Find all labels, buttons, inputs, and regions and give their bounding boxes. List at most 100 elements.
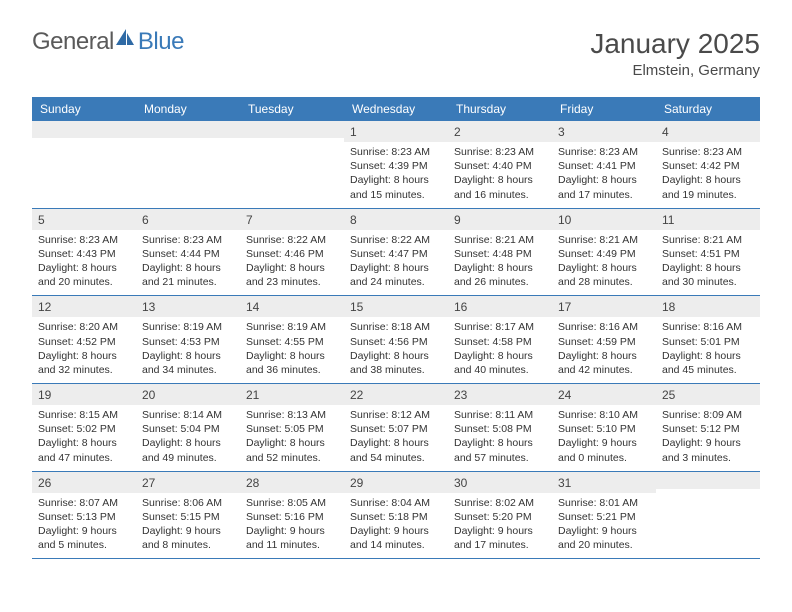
daylight-text: Daylight: 8 hours and 21 minutes. [142,261,234,289]
daylight-text: Daylight: 8 hours and 17 minutes. [558,173,650,201]
daylight-text: Daylight: 8 hours and 49 minutes. [142,436,234,464]
day-info: Sunrise: 8:16 AMSunset: 4:59 PMDaylight:… [558,320,650,377]
day-cell: 30Sunrise: 8:02 AMSunset: 5:20 PMDayligh… [448,472,552,559]
logo-word2: Blue [138,28,184,56]
day-cell: 31Sunrise: 8:01 AMSunset: 5:21 PMDayligh… [552,472,656,559]
day-number: 16 [454,300,467,314]
sunrise-text: Sunrise: 8:16 AM [662,320,754,334]
sunrise-text: Sunrise: 8:09 AM [662,408,754,422]
sunset-text: Sunset: 5:01 PM [662,335,754,349]
daylight-text: Daylight: 9 hours and 3 minutes. [662,436,754,464]
sunset-text: Sunset: 5:20 PM [454,510,546,524]
daylight-text: Daylight: 8 hours and 16 minutes. [454,173,546,201]
calendar-week: 26 Sunrise: 8:07 AMSunset: 5:13 PMDayligh… [32,472,760,560]
sunset-text: Sunset: 5:18 PM [350,510,442,524]
sunset-text: Sunset: 4:42 PM [662,159,754,173]
day-cell: 6Sunrise: 8:23 AMSunset: 4:44 PMDaylight… [136,209,240,296]
sunrise-text: Sunrise: 8:23 AM [558,145,650,159]
calendar-week: 5Sunrise: 8:23 AMSunset: 4:43 PMDaylight… [32,209,760,297]
sunrise-text: Sunrise: 8:21 AM [454,233,546,247]
day-info: Sunrise: 8:16 AMSunset: 5:01 PMDaylight:… [662,320,754,377]
sunrise-text: Sunrise: 8:10 AM [558,408,650,422]
sunrise-text: Sunrise: 8:23 AM [142,233,234,247]
logo: General Blue [32,28,184,56]
daylight-text: Daylight: 9 hours and 5 minutes. [38,524,130,552]
day-cell [656,472,760,559]
daylight-text: Daylight: 8 hours and 19 minutes. [662,173,754,201]
day-number: 26 [38,476,51,490]
sunset-text: Sunset: 5:16 PM [246,510,338,524]
daylight-text: Daylight: 8 hours and 57 minutes. [454,436,546,464]
day-info: Sunrise: 8:21 AMSunset: 4:48 PMDaylight:… [454,233,546,290]
sunset-text: Sunset: 4:59 PM [558,335,650,349]
day-cell: 21Sunrise: 8:13 AMSunset: 5:05 PMDayligh… [240,384,344,471]
sunset-text: Sunset: 4:52 PM [38,335,130,349]
daylight-text: Daylight: 8 hours and 36 minutes. [246,349,338,377]
sunrise-text: Sunrise: 8:23 AM [662,145,754,159]
day-info: Sunrise: 8:23 AMSunset: 4:41 PMDaylight:… [558,145,650,202]
day-number: 14 [246,300,259,314]
day-info: Sunrise: 8:22 AMSunset: 4:47 PMDaylight:… [350,233,442,290]
daylight-text: Daylight: 9 hours and 11 minutes. [246,524,338,552]
sunrise-text: Sunrise: 8:19 AM [246,320,338,334]
sunset-text: Sunset: 4:49 PM [558,247,650,261]
day-cell: 15Sunrise: 8:18 AMSunset: 4:56 PMDayligh… [344,296,448,383]
day-info: Sunrise: 8:15 AMSunset: 5:02 PMDaylight:… [38,408,130,465]
sunrise-text: Sunrise: 8:12 AM [350,408,442,422]
day-cell: 3Sunrise: 8:23 AMSunset: 4:41 PMDaylight… [552,121,656,208]
day-cell: 29 Sunrise: 8:04 AMSunset: 5:18 PMDayligh… [344,472,448,559]
title-block: January 2025 Elmstein, Germany [590,28,760,79]
calendar-grid: SundayMondayTuesdayWednesdayThursdayFrid… [32,97,760,559]
day-number: 8 [350,213,357,227]
daylight-text: Daylight: 8 hours and 47 minutes. [38,436,130,464]
weekday-header-row: SundayMondayTuesdayWednesdayThursdayFrid… [32,97,760,121]
day-cell [32,121,136,208]
day-number: 23 [454,388,467,402]
day-info: Sunrise: 8:21 AMSunset: 4:51 PMDaylight:… [662,233,754,290]
daylight-text: Daylight: 8 hours and 24 minutes. [350,261,442,289]
day-info: Sunrise: 8:18 AMSunset: 4:56 PMDaylight:… [350,320,442,377]
day-number: 21 [246,388,259,402]
daylight-text: Daylight: 9 hours and 14 minutes. [350,524,442,552]
day-info: Sunrise: 8:19 AMSunset: 4:53 PMDaylight:… [142,320,234,377]
sunrise-text: Sunrise: 8:05 AM [246,496,338,510]
logo-sail-icon [114,27,136,52]
day-number: 6 [142,213,149,227]
weekday-header: Monday [136,97,240,121]
sunset-text: Sunset: 4:48 PM [454,247,546,261]
day-number: 29 [350,476,363,490]
sunrise-text: Sunrise: 8:06 AM [142,496,234,510]
day-cell [136,121,240,208]
logo-word1: General [32,28,114,56]
day-info: Sunrise: 8:04 AMSunset: 5:18 PMDaylight:… [350,496,442,553]
day-cell: 12Sunrise: 8:20 AMSunset: 4:52 PMDayligh… [32,296,136,383]
day-cell: 7Sunrise: 8:22 AMSunset: 4:46 PMDaylight… [240,209,344,296]
daylight-text: Daylight: 8 hours and 26 minutes. [454,261,546,289]
sunrise-text: Sunrise: 8:04 AM [350,496,442,510]
day-info: Sunrise: 8:14 AMSunset: 5:04 PMDaylight:… [142,408,234,465]
weekday-header: Wednesday [344,97,448,121]
day-number: 9 [454,213,461,227]
day-cell: 1Sunrise: 8:23 AMSunset: 4:39 PMDaylight… [344,121,448,208]
sunrise-text: Sunrise: 8:22 AM [246,233,338,247]
day-number: 28 [246,476,259,490]
day-number: 31 [558,476,571,490]
day-info: Sunrise: 8:23 AMSunset: 4:40 PMDaylight:… [454,145,546,202]
sunset-text: Sunset: 4:58 PM [454,335,546,349]
day-cell: 9 Sunrise: 8:21 AMSunset: 4:48 PMDaylight… [448,209,552,296]
empty-day-number [656,472,760,489]
daylight-text: Daylight: 8 hours and 52 minutes. [246,436,338,464]
day-cell: 18Sunrise: 8:16 AMSunset: 5:01 PMDayligh… [656,296,760,383]
day-info: Sunrise: 8:07 AMSunset: 5:13 PMDaylight:… [38,496,130,553]
day-number: 11 [662,213,674,227]
day-number: 17 [558,300,571,314]
sunrise-text: Sunrise: 8:02 AM [454,496,546,510]
day-cell: 13Sunrise: 8:19 AMSunset: 4:53 PMDayligh… [136,296,240,383]
daylight-text: Daylight: 8 hours and 42 minutes. [558,349,650,377]
sunset-text: Sunset: 5:08 PM [454,422,546,436]
daylight-text: Daylight: 8 hours and 34 minutes. [142,349,234,377]
day-number: 12 [38,300,51,314]
day-info: Sunrise: 8:23 AMSunset: 4:43 PMDaylight:… [38,233,130,290]
day-cell: 10Sunrise: 8:21 AMSunset: 4:49 PMDayligh… [552,209,656,296]
day-cell: 5Sunrise: 8:23 AMSunset: 4:43 PMDaylight… [32,209,136,296]
